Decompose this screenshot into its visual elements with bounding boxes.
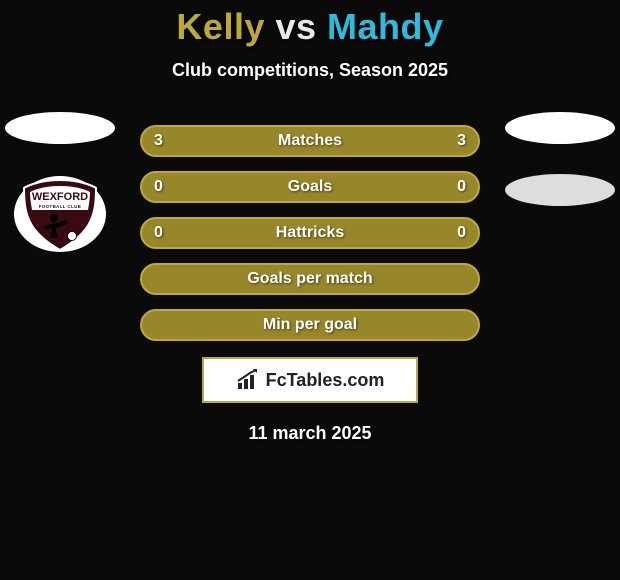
stat-row: 0 Goals 0 [140, 171, 480, 203]
stat-value-left: 0 [154, 224, 163, 242]
stat-label: Matches [278, 132, 342, 150]
stat-value-left: 3 [154, 132, 163, 150]
stat-label: Goals per match [247, 270, 372, 288]
stat-label: Min per goal [263, 316, 357, 334]
stat-value-right: 3 [457, 132, 466, 150]
right-club-icon [505, 174, 615, 206]
left-country-icon [5, 112, 115, 144]
left-club-badge: WEXFORD FOOTBALL CLUB [10, 174, 110, 254]
club-sub: FOOTBALL CLUB [39, 204, 81, 209]
stat-value-right: 0 [457, 178, 466, 196]
vs-label: vs [275, 6, 316, 47]
left-badges: WEXFORD FOOTBALL CLUB [0, 112, 120, 254]
stat-row: 0 Hattricks 0 [140, 217, 480, 249]
subtitle: Club competitions, Season 2025 [0, 60, 620, 81]
stat-rows: 3 Matches 3 0 Goals 0 0 Hattricks 0 Goals per mat… [140, 125, 480, 341]
date-label: 11 march 2025 [0, 423, 620, 444]
stat-row: 3 Matches 3 [140, 125, 480, 157]
player2-name: Mahdy [327, 6, 444, 47]
stat-row: Min per goal [140, 309, 480, 341]
brand-text: FcTables.com [266, 370, 385, 391]
bar-chart-icon [236, 369, 260, 391]
brand-badge: FcTables.com [202, 357, 418, 403]
player1-name: Kelly [176, 6, 265, 47]
page-title: Kelly vs Mahdy [0, 6, 620, 48]
comparison-card: Kelly vs Mahdy Club competitions, Season… [0, 0, 620, 444]
right-badges [500, 112, 620, 206]
stat-value-left: 0 [154, 178, 163, 196]
stat-row: Goals per match [140, 263, 480, 295]
stat-label: Hattricks [276, 224, 344, 242]
ball-icon [68, 232, 77, 241]
right-country-icon [505, 112, 615, 144]
stat-label: Goals [288, 178, 332, 196]
stat-value-right: 0 [457, 224, 466, 242]
club-name: WEXFORD [32, 191, 88, 203]
